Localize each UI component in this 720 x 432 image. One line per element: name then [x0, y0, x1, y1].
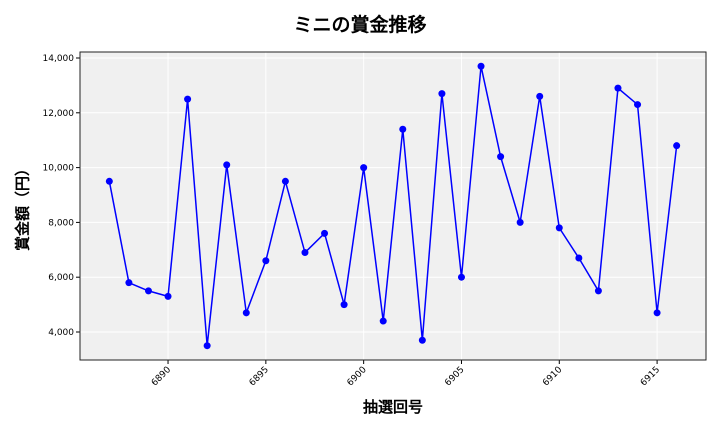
- data-point: [594, 287, 602, 295]
- data-point: [223, 161, 231, 169]
- x-tick-label: 6915: [639, 365, 662, 388]
- data-point: [262, 257, 270, 265]
- plot-frame: [79, 51, 707, 361]
- data-point: [105, 177, 113, 185]
- y-tick-label: 6,000: [48, 273, 74, 283]
- x-tick-label: 6900: [346, 365, 369, 388]
- data-point: [281, 177, 289, 185]
- data-point: [144, 287, 152, 295]
- data-point: [184, 95, 192, 103]
- y-tick-label: 8,000: [48, 218, 74, 228]
- data-point: [516, 218, 524, 226]
- data-point: [477, 62, 485, 70]
- data-point: [614, 84, 622, 92]
- data-point: [399, 125, 407, 133]
- data-point: [555, 224, 563, 232]
- x-tick-label: 6890: [150, 365, 173, 388]
- data-point: [457, 273, 465, 281]
- data-point: [242, 309, 250, 317]
- data-point: [340, 301, 348, 309]
- data-point: [379, 317, 387, 325]
- data-point: [438, 90, 446, 98]
- data-point: [360, 164, 368, 172]
- data-point: [536, 92, 544, 100]
- y-axis-label: 賞金額（円）: [13, 160, 32, 252]
- data-point: [575, 254, 583, 262]
- data-point: [497, 153, 505, 161]
- x-tick-label: 6895: [248, 365, 271, 388]
- chart-title: ミニの賞金推移: [293, 14, 427, 36]
- data-point: [125, 279, 133, 287]
- y-tick-label: 4,000: [48, 328, 74, 338]
- data-point: [418, 336, 426, 344]
- data-point: [203, 342, 211, 350]
- y-tick-label: 12,000: [43, 109, 75, 119]
- data-point: [634, 101, 642, 109]
- data-point: [653, 309, 661, 317]
- x-axis-label: 抽選回号: [362, 398, 423, 416]
- y-tick-label: 14,000: [43, 54, 75, 64]
- data-point: [321, 229, 329, 237]
- data-point: [301, 249, 309, 257]
- data-point: [164, 292, 172, 300]
- x-tick-label: 6910: [541, 365, 564, 388]
- x-tick-label: 6905: [443, 365, 466, 388]
- data-point: [673, 142, 681, 150]
- plot-background: [80, 52, 706, 360]
- y-tick-label: 10,000: [43, 164, 75, 174]
- series-line: [108, 66, 678, 346]
